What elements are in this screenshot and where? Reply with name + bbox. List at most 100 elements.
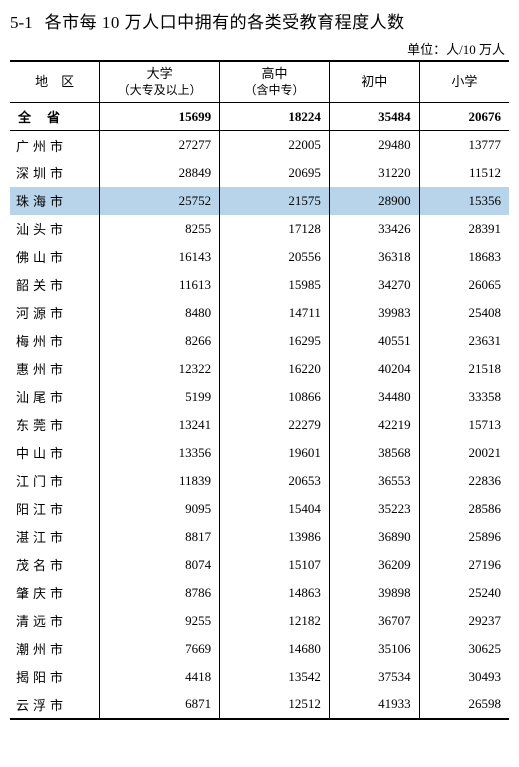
cell-highschool: 16295 (220, 327, 330, 355)
cell-region: 肇庆市 (10, 579, 100, 607)
cell-highschool: 10866 (220, 383, 330, 411)
cell-middleschool: 39983 (329, 299, 419, 327)
cell-highschool: 15404 (220, 495, 330, 523)
table-row: 湛江市8817139863689025896 (10, 523, 509, 551)
cell-middleschool: 36890 (329, 523, 419, 551)
cell-region: 阳江市 (10, 495, 100, 523)
cell-primary: 25240 (419, 579, 509, 607)
cell-university: 7669 (100, 635, 220, 663)
cell-region: 河源市 (10, 299, 100, 327)
table-total-row: 全省 15699 18224 35484 20676 (10, 103, 509, 131)
table-row: 揭阳市4418135423753430493 (10, 663, 509, 691)
cell-university: 8480 (100, 299, 220, 327)
cell-region: 韶关市 (10, 271, 100, 299)
cell-region: 惠州市 (10, 355, 100, 383)
cell-primary: 26598 (419, 691, 509, 719)
cell-primary: 20021 (419, 439, 509, 467)
table-row: 汕尾市5199108663448033358 (10, 383, 509, 411)
cell-university: 8074 (100, 551, 220, 579)
cell-highschool: 20653 (220, 467, 330, 495)
cell-middleschool: 33426 (329, 215, 419, 243)
total-middleschool: 35484 (329, 103, 419, 131)
cell-middleschool: 36553 (329, 467, 419, 495)
cell-middleschool: 31220 (329, 159, 419, 187)
cell-highschool: 13542 (220, 663, 330, 691)
table-row: 阳江市9095154043522328586 (10, 495, 509, 523)
table-row: 广州市27277220052948013777 (10, 131, 509, 159)
cell-primary: 27196 (419, 551, 509, 579)
table-row: 中山市13356196013856820021 (10, 439, 509, 467)
cell-primary: 28586 (419, 495, 509, 523)
cell-region: 潮州市 (10, 635, 100, 663)
cell-highschool: 14680 (220, 635, 330, 663)
cell-university: 9255 (100, 607, 220, 635)
cell-highschool: 16220 (220, 355, 330, 383)
header-highschool: 高中 （含中专） (220, 61, 330, 103)
header-university: 大学 （大专及以上） (100, 61, 220, 103)
cell-middleschool: 41933 (329, 691, 419, 719)
cell-university: 13241 (100, 411, 220, 439)
education-table: 地 区 大学 （大专及以上） 高中 （含中专） 初中 小学 全省 15699 1… (10, 60, 509, 720)
cell-middleschool: 34480 (329, 383, 419, 411)
cell-region: 广州市 (10, 131, 100, 159)
cell-university: 12322 (100, 355, 220, 383)
table-header-row: 地 区 大学 （大专及以上） 高中 （含中专） 初中 小学 (10, 61, 509, 103)
cell-primary: 23631 (419, 327, 509, 355)
table-row: 佛山市16143205563631818683 (10, 243, 509, 271)
cell-primary: 21518 (419, 355, 509, 383)
cell-highschool: 19601 (220, 439, 330, 467)
cell-primary: 25408 (419, 299, 509, 327)
cell-primary: 13777 (419, 131, 509, 159)
cell-university: 5199 (100, 383, 220, 411)
cell-university: 13356 (100, 439, 220, 467)
page-title-row: 5-1 各市每 10 万人口中拥有的各类受教育程度人数 (10, 8, 509, 33)
cell-middleschool: 37534 (329, 663, 419, 691)
title-text: 各市每 10 万人口中拥有的各类受教育程度人数 (45, 8, 405, 33)
cell-primary: 22836 (419, 467, 509, 495)
cell-primary: 28391 (419, 215, 509, 243)
cell-region: 汕头市 (10, 215, 100, 243)
unit-label: 单位：人/10 万人 (10, 39, 509, 58)
cell-university: 25752 (100, 187, 220, 215)
cell-primary: 18683 (419, 243, 509, 271)
table-body: 全省 15699 18224 35484 20676 广州市2727722005… (10, 103, 509, 719)
cell-middleschool: 42219 (329, 411, 419, 439)
cell-region: 珠海市 (10, 187, 100, 215)
cell-primary: 15356 (419, 187, 509, 215)
cell-primary: 30625 (419, 635, 509, 663)
cell-highschool: 12182 (220, 607, 330, 635)
table-row: 深圳市28849206953122011512 (10, 159, 509, 187)
cell-primary: 30493 (419, 663, 509, 691)
cell-region: 湛江市 (10, 523, 100, 551)
cell-primary: 33358 (419, 383, 509, 411)
cell-middleschool: 29480 (329, 131, 419, 159)
cell-region: 中山市 (10, 439, 100, 467)
title-number: 5-1 (10, 13, 33, 33)
table-row: 梅州市8266162954055123631 (10, 327, 509, 355)
cell-highschool: 12512 (220, 691, 330, 719)
cell-region: 云浮市 (10, 691, 100, 719)
cell-highschool: 14863 (220, 579, 330, 607)
cell-university: 4418 (100, 663, 220, 691)
cell-university: 27277 (100, 131, 220, 159)
cell-highschool: 17128 (220, 215, 330, 243)
cell-region: 清远市 (10, 607, 100, 635)
cell-middleschool: 40204 (329, 355, 419, 383)
cell-university: 28849 (100, 159, 220, 187)
cell-middleschool: 36707 (329, 607, 419, 635)
cell-middleschool: 39898 (329, 579, 419, 607)
cell-highschool: 14711 (220, 299, 330, 327)
cell-region: 江门市 (10, 467, 100, 495)
cell-highschool: 20695 (220, 159, 330, 187)
cell-highschool: 22279 (220, 411, 330, 439)
cell-middleschool: 35106 (329, 635, 419, 663)
table-row: 茂名市8074151073620927196 (10, 551, 509, 579)
total-region: 全省 (10, 103, 100, 131)
cell-university: 11613 (100, 271, 220, 299)
cell-highschool: 13986 (220, 523, 330, 551)
cell-highschool: 15985 (220, 271, 330, 299)
cell-region: 汕尾市 (10, 383, 100, 411)
total-primary: 20676 (419, 103, 509, 131)
table-row: 肇庆市8786148633989825240 (10, 579, 509, 607)
cell-primary: 29237 (419, 607, 509, 635)
